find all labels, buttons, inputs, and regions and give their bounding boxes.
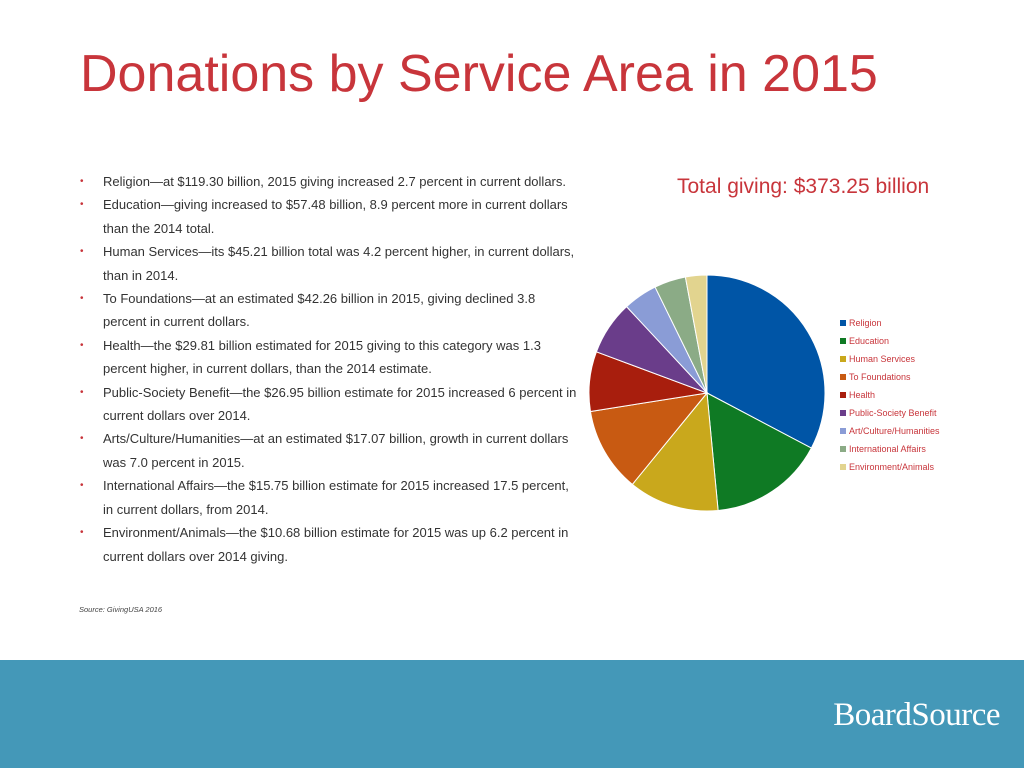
- source-note: Source: GivingUSA 2016: [79, 605, 163, 614]
- pie-chart: [588, 274, 826, 512]
- bullet-icon: •: [80, 246, 84, 258]
- legend-item: Environment/Animals: [840, 458, 940, 476]
- bullet-text: Health—the $29.81 billion estimated for …: [103, 337, 541, 377]
- legend-label: Health: [849, 390, 876, 400]
- bullet-icon: •: [80, 293, 84, 305]
- chart-legend: Religion Education Human Services To Founda…: [840, 314, 940, 476]
- legend-label: Public-Society Benefit: [849, 408, 937, 418]
- bullet-item: • Education—giving increased to $57.48 bi…: [78, 193, 578, 240]
- legend-label: Religion: [849, 318, 882, 328]
- bullet-text: Arts/Culture/Humanities—at an estimated …: [103, 431, 569, 470]
- pie-slice-environment-animals: [684, 274, 708, 394]
- bullet-text: Environment/Animals—the $10.68 billion e…: [103, 525, 569, 564]
- bullet-icon: •: [80, 176, 84, 187]
- legend-label: Art/Culture/Humanities: [849, 426, 940, 436]
- legend-swatch: [840, 320, 846, 326]
- bullet-text: Public-Society Benefit—the $26.95 billio…: [103, 384, 577, 424]
- pie-slice-to-foundations: [589, 392, 709, 486]
- legend-item: Art/Culture/Humanities: [840, 422, 940, 440]
- pie-slice-human-services: [631, 391, 719, 512]
- legend-item: International Affairs: [840, 440, 940, 458]
- bullet-text: Education—giving increased to $57.48 bil…: [103, 197, 568, 236]
- bullet-item: • International Affairs—the $15.75 billio…: [78, 474, 578, 521]
- legend-swatch: [840, 446, 846, 452]
- bullet-item: • Arts/Culture/Humanities—at an estimated…: [78, 427, 578, 474]
- bullet-list: • Religion—at $119.30 billion, 2015 givin…: [78, 170, 578, 568]
- legend-item: Religion: [840, 314, 940, 332]
- bullet-icon: •: [80, 480, 84, 492]
- bullet-icon: •: [80, 339, 84, 351]
- bullet-text: International Affairs—the $15.75 billion…: [103, 478, 569, 517]
- legend-swatch: [840, 392, 846, 398]
- legend-label: Education: [849, 336, 890, 346]
- legend-item: To Foundations: [840, 368, 940, 386]
- legend-label: Environment/Animals: [849, 462, 935, 472]
- legend-label: To Foundations: [849, 372, 911, 382]
- bullet-text: Religion—at $119.30 billion, 2015 giving…: [103, 174, 566, 189]
- bullet-icon: •: [80, 433, 84, 445]
- legend-swatch: [840, 338, 846, 344]
- chart-title: Total giving: $373.25 billion: [677, 175, 930, 198]
- legend-swatch: [840, 428, 846, 434]
- bullet-icon: •: [80, 527, 84, 539]
- slide-title: Donations by Service Area in 2015: [80, 45, 878, 103]
- boardsource-logo: BoardSource: [833, 697, 1000, 733]
- legend-item: Health: [840, 386, 940, 404]
- bullet-item: • Human Services—its $45.21 billion total…: [78, 240, 578, 287]
- legend-swatch: [840, 374, 846, 380]
- legend-swatch: [840, 356, 846, 362]
- legend-label: International Affairs: [849, 444, 926, 454]
- bullet-text: To Foundations—at an estimated $42.26 bi…: [103, 291, 536, 330]
- legend-swatch: [840, 410, 846, 416]
- bullet-item: • Environment/Animals—the $10.68 billion …: [78, 521, 578, 568]
- bullet-icon: •: [80, 386, 84, 398]
- pie-slice-religion: [706, 274, 826, 449]
- bullet-item: • Health—the $29.81 billion estimated for…: [78, 334, 578, 381]
- legend-label: Human Services: [849, 354, 916, 364]
- legend-item: Public-Society Benefit: [840, 404, 940, 422]
- legend-item: Education: [840, 332, 940, 350]
- bullet-item: • Public-Society Benefit—the $26.95 billi…: [78, 381, 578, 428]
- bullet-text: Human Services—its $45.21 billion total …: [103, 244, 575, 283]
- bullet-item: • Religion—at $119.30 billion, 2015 givin…: [78, 170, 578, 193]
- bullet-item: • To Foundations—at an estimated $42.26 b…: [78, 287, 578, 334]
- pie-slice-education: [706, 392, 813, 512]
- legend-item: Human Services: [840, 350, 940, 368]
- bullet-icon: •: [80, 199, 84, 211]
- legend-swatch: [840, 464, 846, 470]
- footer-bar: BoardSource: [0, 660, 1024, 768]
